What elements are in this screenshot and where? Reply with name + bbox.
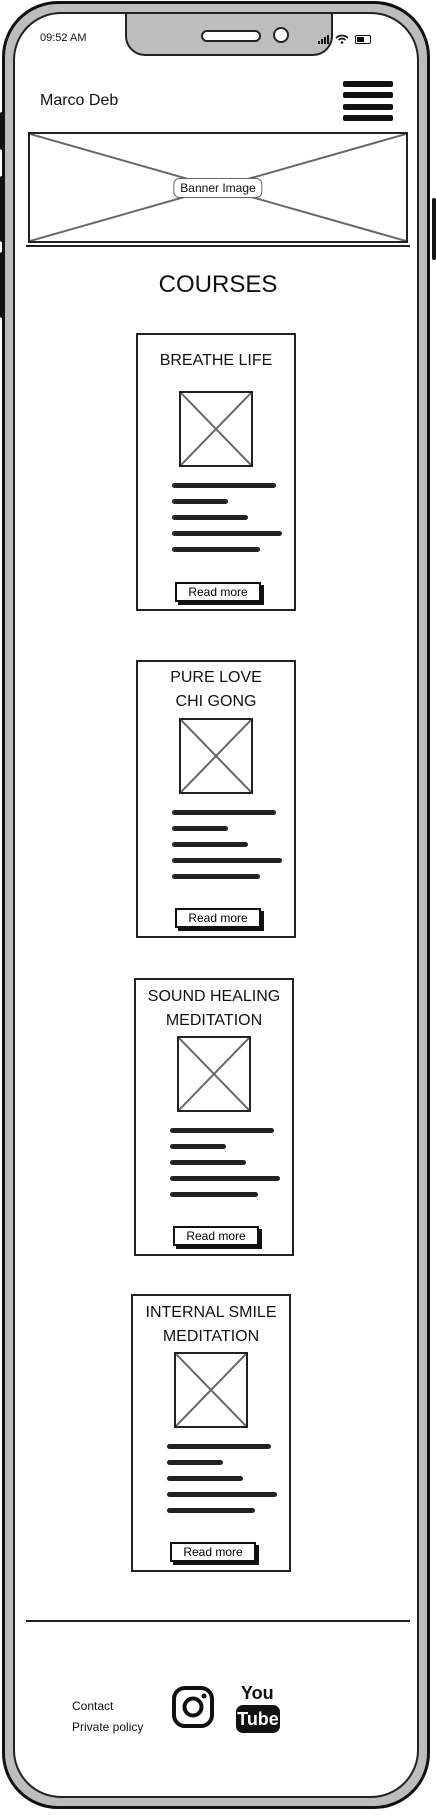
footer-link-privacy[interactable]: Private policy <box>72 1720 144 1734</box>
course-title-line: MEDITATION <box>162 1328 260 1345</box>
youtube-logo-tube: Tube <box>236 1705 280 1733</box>
brand-name[interactable]: Marco Deb <box>40 92 119 109</box>
course-card: BREATHE LIFE Read more <box>136 333 296 611</box>
read-more-button[interactable]: Read more <box>170 1542 256 1562</box>
course-title-line: INTERNAL SMILE <box>145 1304 277 1321</box>
course-title-line: CHI GONG <box>175 693 257 710</box>
status-icons <box>318 34 371 44</box>
footer-divider <box>26 1620 410 1622</box>
phone-notch <box>125 14 333 56</box>
phone-side-button <box>0 176 4 242</box>
course-title-line: SOUND HEALING <box>147 988 281 1005</box>
hamburger-menu-icon[interactable] <box>343 81 393 121</box>
course-image <box>179 391 253 467</box>
course-card: SOUND HEALING MEDITATION Read more <box>134 978 294 1256</box>
read-more-button[interactable]: Read more <box>175 582 261 602</box>
course-image <box>177 1036 251 1112</box>
course-title: SOUND HEALING MEDITATION <box>136 985 292 1033</box>
battery-icon <box>355 35 371 44</box>
course-image <box>179 718 253 794</box>
instagram-icon[interactable] <box>172 1686 214 1728</box>
signal-icon <box>318 35 329 44</box>
course-title-line: PURE LOVE <box>170 669 262 686</box>
read-more-button[interactable]: Read more <box>173 1226 259 1246</box>
course-description-placeholder <box>170 1128 284 1208</box>
phone-side-button <box>0 252 4 318</box>
footer-link-contact[interactable]: Contact <box>72 1699 114 1713</box>
course-description-placeholder <box>172 483 286 563</box>
banner-label: Banner Image <box>173 177 263 198</box>
course-title-line: BREATHE LIFE <box>159 352 273 369</box>
course-title-line: MEDITATION <box>165 1012 263 1029</box>
status-time: 09:52 AM <box>40 32 87 44</box>
youtube-logo-you: You <box>241 1683 274 1703</box>
course-image <box>174 1352 248 1428</box>
course-description-placeholder <box>172 810 286 890</box>
phone-side-button <box>432 198 436 260</box>
youtube-icon[interactable]: You Tube <box>236 1683 280 1735</box>
banner-image: Banner Image <box>28 132 408 243</box>
course-description-placeholder <box>167 1444 281 1524</box>
phone-side-button <box>0 112 4 150</box>
speaker-icon <box>201 30 261 42</box>
course-title: BREATHE LIFE <box>138 349 294 373</box>
course-card: INTERNAL SMILE MEDITATION Read more <box>131 1294 291 1572</box>
banner-divider <box>26 245 410 247</box>
course-title: INTERNAL SMILE MEDITATION <box>133 1301 289 1349</box>
course-card: PURE LOVE CHI GONG Read more <box>136 660 296 938</box>
wifi-icon <box>335 34 349 44</box>
courses-title: COURSES <box>158 271 278 298</box>
course-title: PURE LOVE CHI GONG <box>138 666 294 714</box>
camera-icon <box>273 27 289 43</box>
read-more-button[interactable]: Read more <box>175 908 261 928</box>
